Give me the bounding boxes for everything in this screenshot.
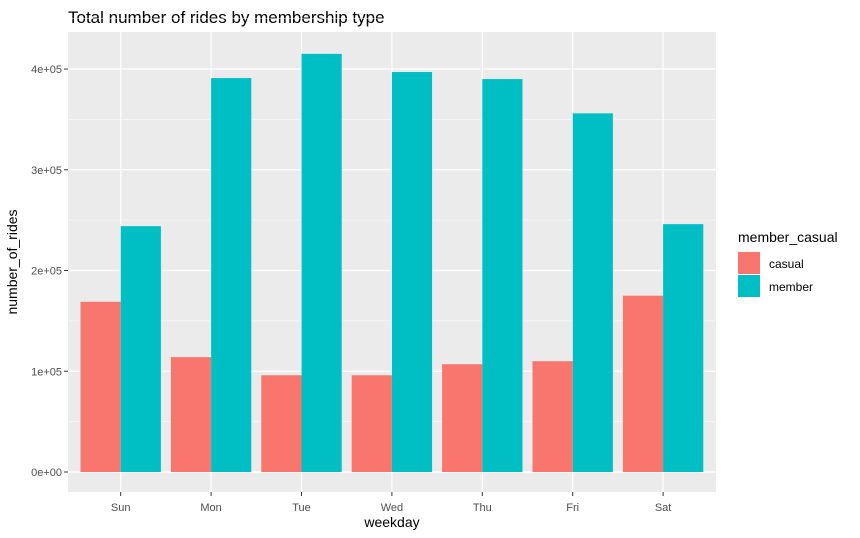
y-tick-label: 1e+05 xyxy=(31,366,62,378)
legend: member_casual casual member xyxy=(738,229,838,297)
legend-title: member_casual xyxy=(738,229,838,245)
bar-casual-fri xyxy=(532,361,573,472)
bar-casual-sat xyxy=(622,295,664,472)
x-tick-label-fri: Fri xyxy=(566,502,579,514)
bar-casual-tue xyxy=(261,375,302,472)
x-tick-label-wed: Wed xyxy=(381,502,403,514)
bar-member-mon xyxy=(211,78,252,472)
legend-key-member xyxy=(738,275,760,297)
legend-label-casual: casual xyxy=(769,257,804,271)
x-tick-label-sat: Sat xyxy=(655,502,672,514)
bar-member-tue xyxy=(301,53,342,472)
legend-items: casual member xyxy=(738,252,813,297)
x-axis-title: weekday xyxy=(363,514,419,530)
y-tick-label: 2e+05 xyxy=(31,266,62,278)
y-tick-label: 3e+05 xyxy=(31,165,62,177)
bar-member-fri xyxy=(572,113,613,472)
legend-label-member: member xyxy=(769,280,813,294)
x-tick-label-tue: Tue xyxy=(292,502,311,514)
y-tick-label: 0e+00 xyxy=(31,467,62,479)
legend-key-casual xyxy=(738,252,760,274)
bar-casual-thu xyxy=(442,364,483,472)
x-axis: Sun Mon Tue Wed Thu Fri Sat xyxy=(111,492,671,514)
chart-title: Total number of rides by membership type xyxy=(68,8,385,27)
y-tick-label: 4e+05 xyxy=(31,64,62,76)
bars xyxy=(80,53,704,473)
y-axis-title: number_of_rides xyxy=(4,209,20,314)
bar-casual-wed xyxy=(351,375,392,472)
bar-member-sat xyxy=(663,224,704,472)
y-axis: 0e+00 1e+05 2e+05 3e+05 4e+05 xyxy=(31,64,68,479)
bar-member-wed xyxy=(391,72,433,473)
x-tick-label-thu: Thu xyxy=(473,502,492,514)
bar-casual-sun xyxy=(80,301,121,472)
x-tick-label-mon: Mon xyxy=(200,502,221,514)
bar-member-sun xyxy=(120,226,161,472)
bar-casual-mon xyxy=(170,357,212,472)
x-tick-label-sun: Sun xyxy=(111,502,131,514)
bar-member-thu xyxy=(482,79,523,472)
